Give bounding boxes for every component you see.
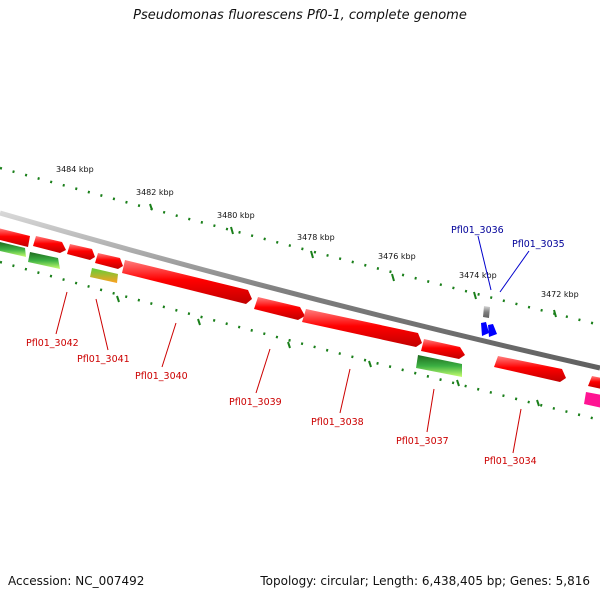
ruler-label: 3484 kbp <box>56 165 94 174</box>
gene-arrow[interactable] <box>28 252 60 269</box>
tick-3472 <box>553 309 557 318</box>
gene-Pfl01_3034[interactable] <box>494 356 566 382</box>
gene-label: Pfl01_3041 <box>77 354 130 365</box>
gene-label: Pfl01_3042 <box>26 338 79 349</box>
forward-genes <box>0 228 600 389</box>
gene-Pfl01_3036[interactable] <box>483 306 490 318</box>
gene-label: Pfl01_3037 <box>396 436 449 447</box>
gene-arrow[interactable] <box>421 339 465 359</box>
gene-arrow[interactable] <box>67 244 95 260</box>
tick-3476 <box>391 273 395 282</box>
gene-label: Pfl01_3034 <box>484 456 537 467</box>
inner-ruler <box>0 260 600 422</box>
map-title: Pseudomonas fluorescens Pf0-1, complete … <box>133 8 467 23</box>
ruler-label: 3472 kbp <box>541 290 579 299</box>
gene-arrow[interactable] <box>95 253 123 269</box>
summary-text: Topology: circular; Length: 6,438,405 bp… <box>260 574 590 588</box>
gene-Pfl01_3039[interactable] <box>254 297 305 320</box>
gene-Pfl01_3038[interactable] <box>302 309 422 347</box>
outer-ruler <box>0 166 600 327</box>
ruler-label: 3482 kbp <box>136 188 174 197</box>
gene-label: Pfl01_3038 <box>311 417 364 428</box>
leader-lines-blue <box>477 235 530 293</box>
gene-arrow[interactable] <box>588 376 600 389</box>
gene-label: Pfl01_3039 <box>229 397 282 408</box>
gene-Pfl01_3037[interactable] <box>416 355 462 377</box>
gene-label: Pfl01_3040 <box>135 371 188 382</box>
leader-lines <box>55 291 522 454</box>
tick-3482 <box>149 203 153 211</box>
gene-label: Pfl01_3036 <box>451 225 504 236</box>
gene-Pfl01_3041[interactable] <box>90 268 118 283</box>
gene-arrow[interactable] <box>0 242 26 257</box>
gene-label: Pfl01_3035 <box>512 239 565 250</box>
genome-backbone <box>0 210 600 371</box>
gene-arrow[interactable] <box>33 236 66 253</box>
gene-arrow[interactable] <box>584 392 600 408</box>
gene-arrow[interactable] <box>0 228 30 247</box>
tick-3480 <box>230 226 234 235</box>
ruler-label: 3480 kbp <box>217 211 255 220</box>
reverse-genes <box>0 242 600 408</box>
gene-arrow[interactable] <box>488 324 497 337</box>
ruler-label: 3476 kbp <box>378 252 416 261</box>
gene-Pfl01_3035[interactable] <box>481 322 489 336</box>
gene-Pfl01_3040[interactable] <box>122 260 252 304</box>
ruler-label: 3474 kbp <box>459 271 497 280</box>
accession-text: Accession: NC_007492 <box>8 574 145 588</box>
tick-3474 <box>473 291 477 300</box>
tick-3478 <box>310 250 314 259</box>
ruler-label: 3478 kbp <box>297 233 335 242</box>
